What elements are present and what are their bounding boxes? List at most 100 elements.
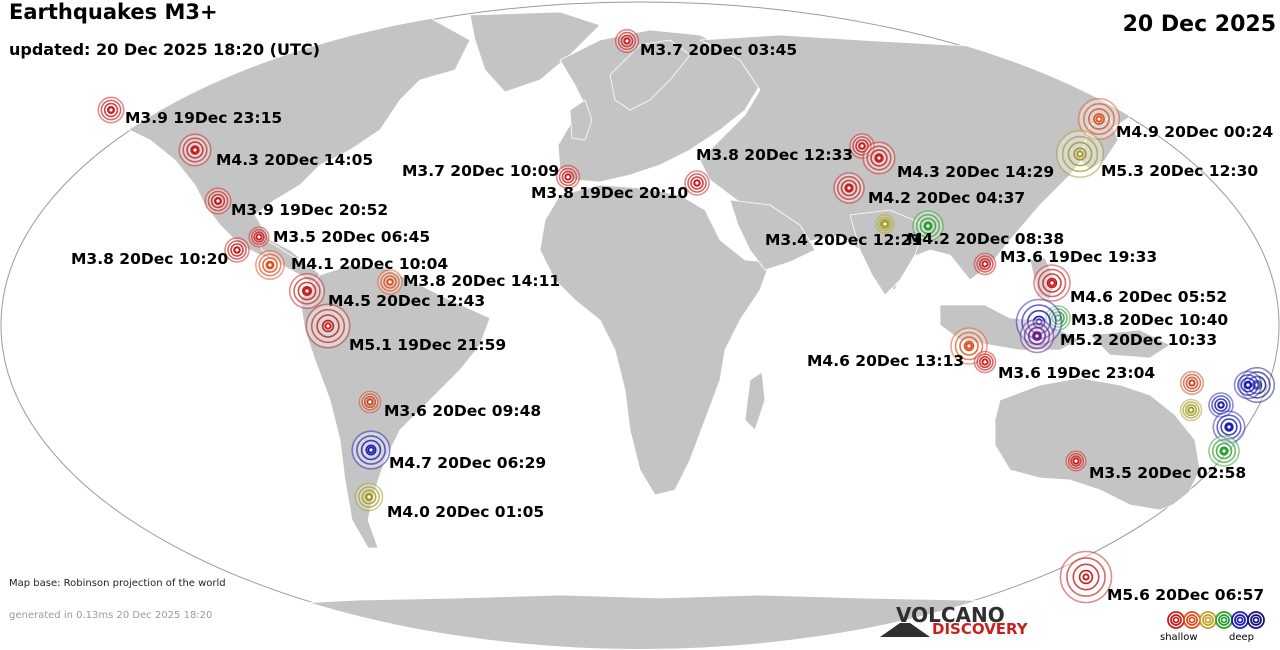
quake-marker[interactable] [1019, 318, 1055, 354]
quake-marker[interactable] [1238, 366, 1276, 404]
legend-depth-ring [1186, 614, 1198, 626]
legend-depth-ring [1172, 616, 1180, 624]
logo-text-discovery: DISCOVERY [932, 620, 1028, 638]
quake-marker[interactable] [684, 170, 710, 196]
quake-marker[interactable] [248, 226, 270, 248]
updated-timestamp: updated: 20 Dec 2025 18:20 (UTC) [9, 40, 320, 59]
quake-ring [100, 99, 122, 121]
legend-depth-ring [1204, 616, 1212, 624]
quake-ring [1185, 376, 1199, 390]
quake-marker[interactable] [204, 187, 232, 215]
quake-marker[interactable] [354, 482, 384, 512]
quake-epicenter [981, 260, 989, 268]
volcano-discovery-logo[interactable]: VOLCANO DISCOVERY [880, 603, 1030, 639]
africa [539, 184, 771, 496]
quake-marker[interactable] [1208, 435, 1240, 467]
quake-ring [1211, 438, 1237, 464]
quake-marker[interactable] [178, 133, 212, 167]
quake-ring [210, 193, 226, 209]
quake-epicenter [386, 278, 394, 286]
quake-marker[interactable] [224, 237, 250, 263]
quake-epicenter [303, 287, 311, 295]
quake-marker[interactable] [1059, 550, 1113, 604]
quake-marker[interactable] [377, 269, 403, 295]
quake-label: M3.6 19Dec 19:33 [1000, 248, 1157, 266]
quake-epicenter [233, 246, 241, 254]
legend-shallow-label: shallow [1160, 632, 1198, 643]
logo-text-volcano: VOLCANO [896, 603, 1005, 627]
quake-epicenter [924, 222, 932, 230]
quake-epicenter [191, 146, 199, 154]
quake-marker[interactable] [1233, 370, 1263, 400]
europe [557, 29, 761, 183]
quake-marker[interactable] [1033, 264, 1071, 302]
legend-depth-ring [1220, 616, 1228, 624]
quake-epicenter [366, 398, 374, 406]
quake-epicenter [981, 358, 989, 366]
quake-label: M4.1 20Dec 10:04 [291, 255, 448, 273]
quake-ring [561, 170, 575, 184]
quake-label: M4.5 20Dec 12:43 [328, 292, 485, 310]
legend-depth-ring [1247, 611, 1265, 629]
quake-ring [250, 228, 268, 246]
quake-ring [358, 486, 380, 508]
quake-ring [978, 257, 992, 271]
quake-marker[interactable] [1179, 398, 1203, 422]
quake-marker[interactable] [973, 350, 997, 374]
quake-ring [265, 260, 275, 270]
quake-marker[interactable] [358, 390, 382, 414]
quake-marker[interactable] [97, 96, 125, 124]
quake-marker[interactable] [555, 164, 581, 190]
quake-marker[interactable] [833, 172, 865, 204]
quake-label: M3.5 20Dec 02:58 [1089, 464, 1246, 482]
quake-epicenter [1072, 457, 1080, 465]
quake-epicenter [1076, 150, 1084, 158]
legend-depth-ring [1202, 614, 1214, 626]
quake-ring [1215, 442, 1233, 460]
quake-marker[interactable] [351, 430, 391, 470]
quake-marker[interactable] [1065, 450, 1087, 472]
quake-label: M3.4 20Dec 12:21 [765, 231, 922, 249]
quake-ring [1219, 446, 1229, 456]
quake-ring [1214, 398, 1228, 412]
quake-marker[interactable] [614, 28, 640, 54]
quake-ring [1061, 135, 1099, 173]
quake-ring [297, 281, 317, 301]
philippines [1029, 257, 1056, 301]
quake-ring [877, 216, 893, 232]
quake-marker[interactable] [912, 210, 944, 242]
quake-ring [1027, 326, 1047, 346]
quake-epicenter [875, 154, 883, 162]
quake-marker[interactable] [288, 272, 326, 310]
quake-ring [1067, 452, 1085, 470]
quake-ring [923, 221, 933, 231]
quake-marker[interactable] [305, 303, 351, 349]
quake-ring [1032, 331, 1042, 341]
arabia [729, 199, 816, 271]
quake-marker[interactable] [255, 250, 286, 281]
quake-marker[interactable] [1179, 370, 1205, 396]
quake-label: M3.5 20Dec 06:45 [273, 228, 430, 246]
quake-ring [310, 308, 346, 344]
quake-ring [301, 285, 313, 297]
quake-ring [976, 353, 994, 371]
quake-marker[interactable] [1015, 298, 1063, 346]
quake-ring [1182, 401, 1200, 419]
legend-deep-label: deep [1229, 632, 1254, 643]
quake-marker[interactable] [875, 214, 895, 234]
quake-marker[interactable] [1056, 130, 1105, 179]
quake-ring [1220, 418, 1238, 436]
quake-marker[interactable] [862, 141, 896, 175]
quake-label: M3.8 20Dec 12:33 [696, 146, 853, 164]
quake-marker[interactable] [973, 252, 997, 276]
quake-ring [1067, 141, 1093, 167]
legend-depth-ring [1218, 614, 1230, 626]
quake-ring [1066, 557, 1106, 597]
quake-ring [316, 314, 340, 338]
quake-marker[interactable] [1212, 410, 1246, 444]
quake-epicenter [623, 37, 631, 45]
quake-ring [1073, 147, 1087, 161]
quake-epicenter [1187, 406, 1195, 414]
quake-ring [874, 153, 884, 163]
quake-marker[interactable] [1077, 97, 1121, 141]
